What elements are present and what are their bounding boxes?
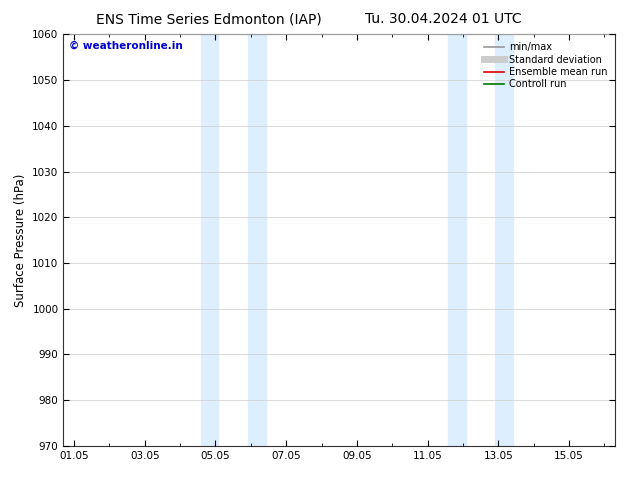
Text: Tu. 30.04.2024 01 UTC: Tu. 30.04.2024 01 UTC <box>365 12 522 26</box>
Y-axis label: Surface Pressure (hPa): Surface Pressure (hPa) <box>14 173 27 307</box>
Bar <box>448 34 466 446</box>
Bar <box>248 34 266 446</box>
Bar <box>496 34 513 446</box>
Bar <box>200 34 218 446</box>
Legend: min/max, Standard deviation, Ensemble mean run, Controll run: min/max, Standard deviation, Ensemble me… <box>481 39 610 92</box>
Text: © weatheronline.in: © weatheronline.in <box>69 41 183 50</box>
Text: ENS Time Series Edmonton (IAP): ENS Time Series Edmonton (IAP) <box>96 12 322 26</box>
